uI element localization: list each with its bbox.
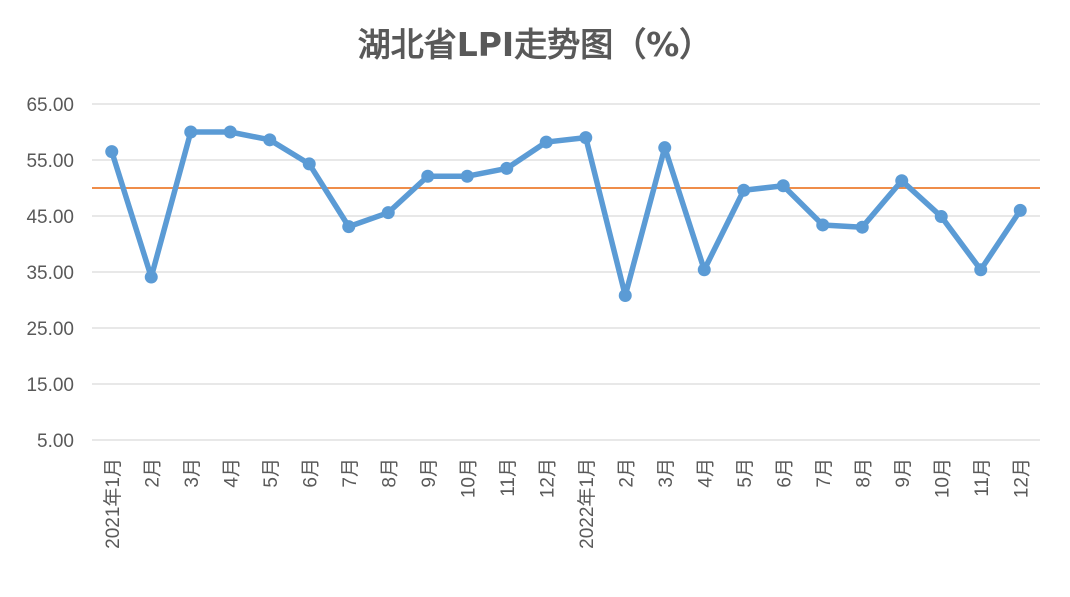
y-tick-label: 5.00 <box>37 431 74 452</box>
x-tick-label: 9月 <box>893 458 914 488</box>
x-tick-label: 5月 <box>261 458 282 488</box>
x-tick-label: 6月 <box>300 458 321 488</box>
data-point <box>263 133 277 147</box>
y-axis-tick-labels: 65.00 55.00 45.00 35.00 25.00 15.00 5.00 <box>26 95 74 452</box>
data-point <box>460 169 474 183</box>
data-point <box>618 289 632 303</box>
data-point <box>855 220 869 234</box>
data-point <box>381 206 395 220</box>
x-tick-label: 2021年1月 <box>102 458 124 549</box>
data-point <box>342 220 356 234</box>
data-point <box>105 145 119 159</box>
y-tick-label: 35.00 <box>26 263 74 284</box>
data-point <box>895 174 909 188</box>
x-tick-label: 8月 <box>379 458 400 488</box>
data-point <box>302 157 316 171</box>
x-tick-label: 10月 <box>932 458 953 498</box>
data-point <box>184 125 198 139</box>
x-tick-label: 7月 <box>340 458 361 488</box>
x-tick-label: 7月 <box>814 458 835 488</box>
x-tick-label: 3月 <box>182 458 203 488</box>
series-group <box>105 125 1027 303</box>
y-tick-label: 55.00 <box>26 151 74 172</box>
x-tick-label: 5月 <box>735 458 756 488</box>
x-tick-label: 9月 <box>419 458 440 488</box>
x-axis-tick-labels: 2021年1月 2月 3月 4月 5月 6月 7月 8月 9月 10月 11月 12月 2022年1月 2… <box>102 458 1033 549</box>
data-point <box>421 169 435 183</box>
x-tick-label: 2022年1月 <box>576 458 598 549</box>
x-tick-label: 6月 <box>774 458 795 488</box>
data-point <box>223 125 237 139</box>
data-point <box>1013 203 1027 217</box>
x-tick-label: 12月 <box>537 458 558 498</box>
data-point <box>144 270 158 284</box>
data-point <box>539 135 553 149</box>
data-point <box>776 179 790 193</box>
data-point <box>658 141 672 155</box>
x-tick-label: 8月 <box>853 458 874 488</box>
chart-title: 湖北省LPI走势图（%） <box>358 25 713 64</box>
y-tick-label: 25.00 <box>26 319 74 340</box>
x-tick-label: 4月 <box>221 458 242 488</box>
data-point <box>500 161 514 175</box>
x-tick-label: 12月 <box>1011 458 1032 498</box>
x-tick-label: 10月 <box>458 458 479 498</box>
x-tick-label: 2月 <box>142 458 163 488</box>
x-tick-label: 2月 <box>616 458 637 488</box>
series-line <box>109 129 1023 299</box>
data-point <box>697 263 711 277</box>
y-tick-label: 45.00 <box>26 207 74 228</box>
data-point <box>816 218 830 232</box>
x-tick-label: 4月 <box>695 458 716 488</box>
gridlines <box>92 103 1040 441</box>
y-tick-label: 65.00 <box>26 95 74 116</box>
data-point <box>737 183 751 197</box>
x-tick-label: 3月 <box>656 458 677 488</box>
y-tick-label: 15.00 <box>26 375 74 396</box>
data-point <box>579 131 593 145</box>
x-tick-label: 11月 <box>972 458 993 497</box>
x-tick-label: 11月 <box>498 458 519 497</box>
data-point <box>934 210 948 224</box>
data-point <box>974 263 988 277</box>
